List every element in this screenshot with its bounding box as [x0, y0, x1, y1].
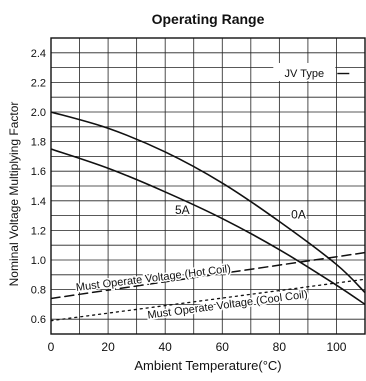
y-tick-label: 2.0 [31, 107, 46, 119]
x-tick-label: 80 [273, 340, 287, 354]
legend-label: JV Type [285, 68, 325, 80]
series-label-0a: 0A [291, 208, 306, 222]
x-tick-label: 100 [326, 340, 346, 354]
series-line-must-operate-voltage-cool-coil [51, 278, 365, 322]
x-tick-label: 60 [216, 340, 230, 354]
y-tick-label: 2.2 [31, 77, 46, 89]
y-tick-label: 0.8 [31, 285, 46, 297]
legend-layer: JV Type [273, 63, 350, 81]
series-line-must-operate-voltage-hot-coil [51, 251, 365, 300]
chart-title: Operating Range [152, 11, 265, 27]
legend-background [273, 63, 336, 81]
plot-frame [50, 37, 366, 335]
y-tick-label: 1.8 [31, 137, 46, 149]
series-label-5a: 5A [175, 203, 190, 217]
x-tick-label: 20 [101, 340, 115, 354]
series-line-0a [51, 111, 365, 294]
y-tick-label: 1.0 [31, 255, 46, 267]
series-line-5a [51, 148, 365, 306]
y-tick-label: 0.6 [31, 314, 46, 326]
x-tick-label: 40 [159, 340, 173, 354]
y-tick-label: 1.2 [31, 225, 46, 237]
y-axis-label: Nominal Voltage Multiplying Factor [7, 102, 21, 287]
y-tick-label: 2.4 [31, 48, 46, 60]
y-tick-label: 1.6 [31, 166, 46, 178]
y-tick-label: 1.4 [31, 196, 46, 208]
x-axis-label: Ambient Temperature(°C) [134, 358, 281, 373]
x-tick-label: 0 [48, 340, 55, 354]
tick-layer: 0 20 40 60 80 100 0.6 0.8 1.0 1.2 1.4 1.6 1.8 2.0 2.2 2… [31, 48, 347, 354]
label-layer: Operating Range Ambient Temperature(°C) … [7, 11, 282, 373]
